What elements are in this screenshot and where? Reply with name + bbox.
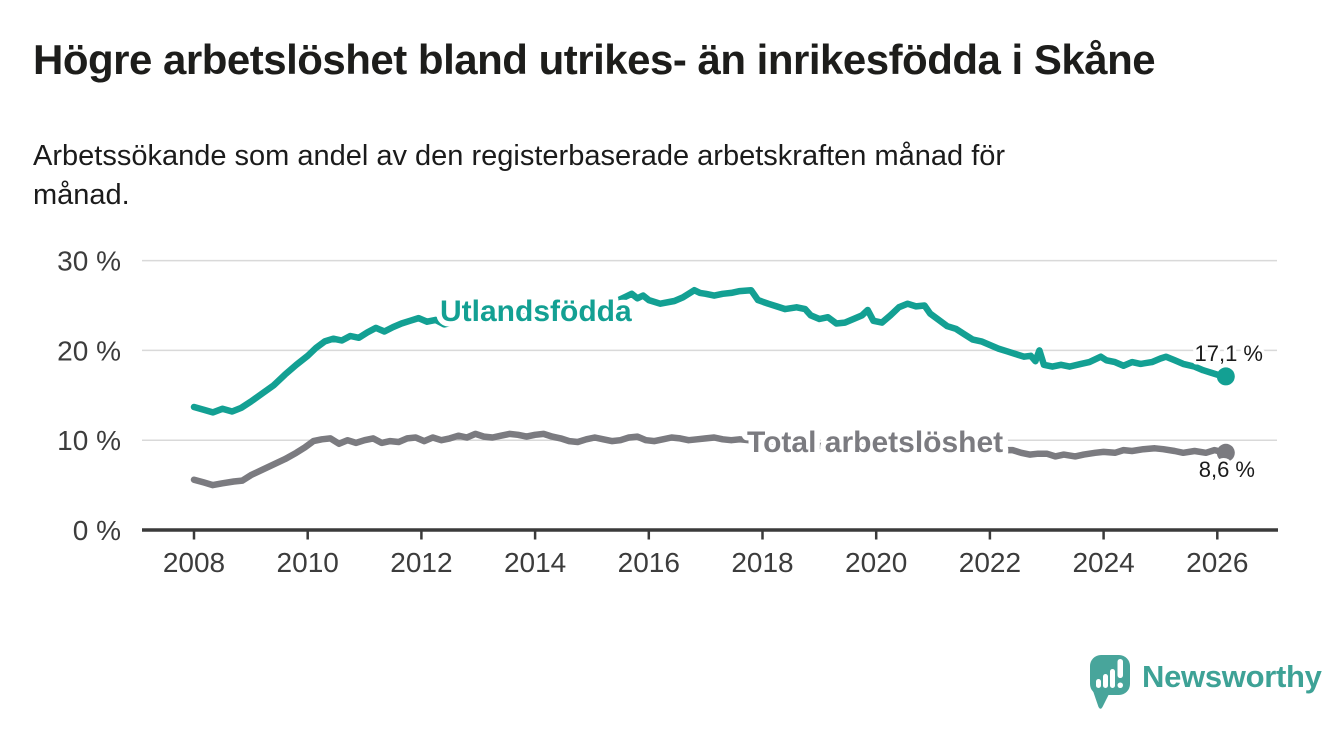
line-total-arbetsloshet xyxy=(190,430,1230,489)
y-tick-label: 20 % xyxy=(57,335,121,366)
end-dot-utlandsfodda xyxy=(1216,367,1235,386)
x-tick-label: 2018 xyxy=(731,547,793,578)
x-tick-label: 2010 xyxy=(277,547,339,578)
x-tick-label: 2022 xyxy=(959,547,1021,578)
y-tick-label: 10 % xyxy=(57,425,121,456)
subtitle-line-1: Arbetssökande som andel av den registerb… xyxy=(33,140,1006,172)
end-value-label-total: 8,6 % xyxy=(1199,457,1255,482)
line-utlandsfodda xyxy=(190,286,1230,416)
subtitle-line-2: månad. xyxy=(33,179,130,211)
logo-wordmark: Newsworthy xyxy=(1142,659,1322,694)
y-axis-labels: 0 % 10 % 20 % 30 % xyxy=(57,246,121,546)
y-tick-label: 30 % xyxy=(57,246,121,277)
series-label-utlandsfodda: Utlandsfödda xyxy=(440,295,632,328)
x-tick-label: 2008 xyxy=(163,547,225,578)
x-tick-label: 2016 xyxy=(618,547,680,578)
x-tick-label: 2014 xyxy=(504,547,566,578)
page-title: Högre arbetslöshet bland utrikes- än inr… xyxy=(33,36,1156,83)
chart-subtitle: Arbetssökande som andel av den registerb… xyxy=(33,137,1253,215)
y-tick-label: 0 % xyxy=(73,515,121,546)
x-tick-label: 2024 xyxy=(1072,547,1134,578)
newsworthy-logo: Newsworthy xyxy=(1086,652,1322,709)
x-axis-tick-labels: 2008 2010 2012 2014 2016 2018 2020 2022 2024 2026 xyxy=(163,547,1249,578)
end-value-label-utlandsfodda: 17,1 % xyxy=(1195,341,1264,366)
x-tick-label: 2012 xyxy=(390,547,452,578)
x-tick-label: 2026 xyxy=(1186,547,1248,578)
x-tick-label: 2020 xyxy=(845,547,907,578)
end-dot-total xyxy=(1216,443,1235,462)
series-label-total-arbetsloshet: Total arbetslöshet xyxy=(747,426,1003,459)
newsworthy-bar-chart-bubble-icon xyxy=(1090,655,1130,709)
x-axis-ticks xyxy=(192,530,1219,540)
